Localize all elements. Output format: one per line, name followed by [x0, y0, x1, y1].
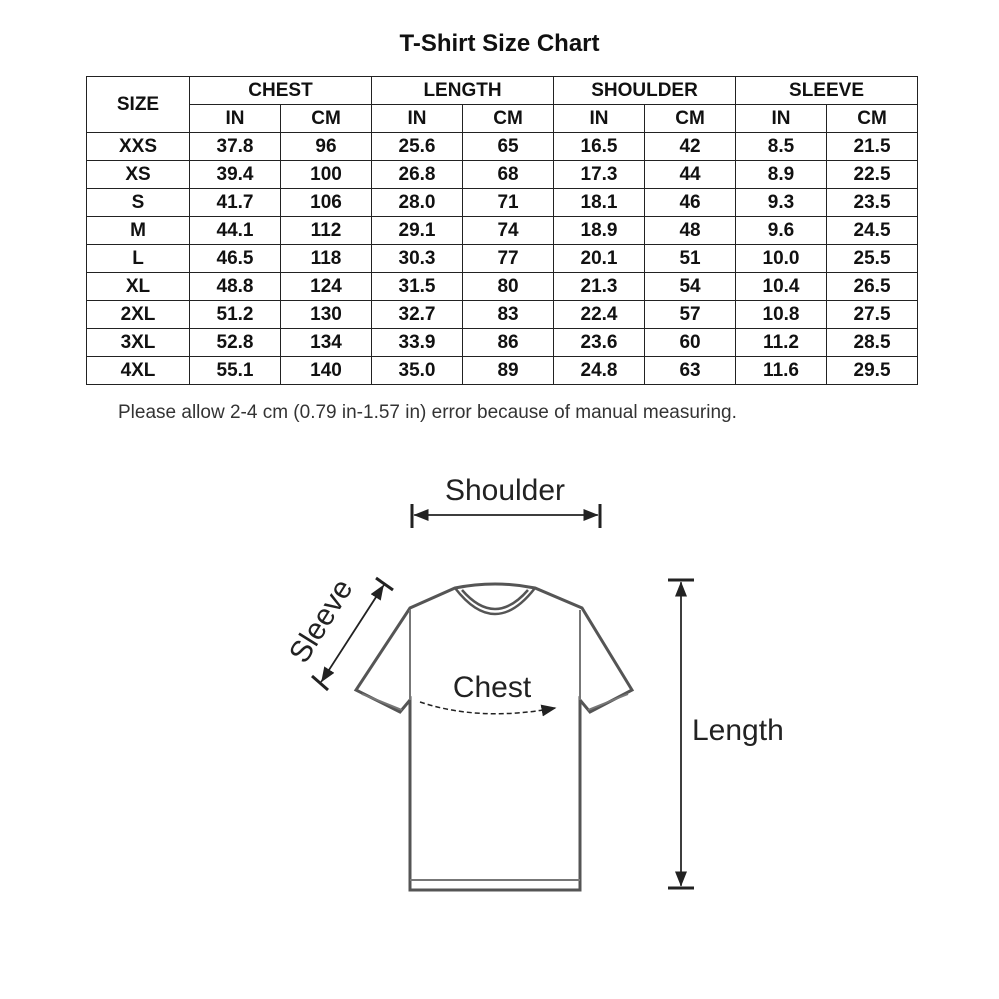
value-cell: 48.8 [189, 272, 281, 301]
value-cell: 9.3 [735, 188, 828, 217]
value-cell: 24.8 [553, 356, 646, 385]
value-cell: 46.5 [189, 244, 281, 273]
value-cell: 96 [280, 132, 372, 161]
tshirt-outline [353, 582, 635, 892]
table-row: XXS 37.8 96 25.6 65 16.5 42 8.5 21.5 [86, 132, 919, 161]
value-cell: 21.5 [826, 132, 919, 161]
value-cell: 65 [461, 132, 555, 161]
value-cell: 140 [280, 356, 372, 385]
size-cell: XS [86, 160, 190, 189]
unit-header: IN [189, 104, 281, 133]
table-row: L 46.5 118 30.3 77 20.1 51 10.0 25.5 [86, 244, 919, 273]
value-cell: 106 [280, 188, 372, 217]
sleeve-label: Sleeve [283, 573, 360, 668]
unit-header: CM [280, 104, 372, 133]
value-cell: 26.5 [826, 272, 919, 301]
group-header: LENGTH [370, 76, 555, 105]
value-cell: 25.5 [826, 244, 919, 273]
value-cell: 74 [461, 216, 555, 245]
shoulder-arrow [410, 504, 602, 528]
unit-header: CM [644, 104, 737, 133]
size-cell: XL [86, 272, 190, 301]
size-cell: 4XL [86, 356, 190, 385]
length-arrow [668, 578, 694, 890]
unit-header: CM [461, 104, 555, 133]
value-cell: 20.1 [553, 244, 646, 273]
table-row: XL 48.8 124 31.5 80 21.3 54 10.4 26.5 [86, 272, 919, 301]
value-cell: 21.3 [553, 272, 646, 301]
table-row: S 41.7 106 28.0 71 18.1 46 9.3 23.5 [86, 188, 919, 217]
size-cell: M [86, 216, 190, 245]
value-cell: 24.5 [826, 216, 919, 245]
value-cell: 51.2 [189, 300, 281, 329]
value-cell: 83 [461, 300, 555, 329]
page-title: T-Shirt Size Chart [399, 30, 600, 57]
tshirt-collar [454, 587, 536, 616]
value-cell: 60 [644, 328, 737, 357]
unit-header: CM [826, 104, 919, 133]
sleeve-arrow [311, 576, 394, 692]
value-cell: 130 [280, 300, 372, 329]
value-cell: 17.3 [553, 160, 646, 189]
value-cell: 57 [644, 300, 737, 329]
value-cell: 9.6 [735, 216, 828, 245]
value-cell: 11.6 [735, 356, 828, 385]
value-cell: 23.6 [553, 328, 646, 357]
size-table: SIZE CHEST LENGTH SHOULDER SLEEVE IN CM IN… [86, 76, 919, 385]
value-cell: 89 [461, 356, 555, 385]
value-cell: 28.0 [371, 188, 463, 217]
value-cell: 71 [461, 188, 555, 217]
value-cell: 28.5 [826, 328, 919, 357]
value-cell: 77 [461, 244, 555, 273]
value-cell: 42 [644, 132, 737, 161]
value-cell: 68 [461, 160, 555, 189]
value-cell: 124 [280, 272, 372, 301]
value-cell: 10.8 [735, 300, 828, 329]
chest-label: Chest [453, 671, 532, 704]
value-cell: 29.5 [826, 356, 919, 385]
value-cell: 35.0 [371, 356, 463, 385]
chest-arrow [419, 701, 557, 717]
value-cell: 30.3 [371, 244, 463, 273]
measurement-note: Please allow 2-4 cm (0.79 in-1.57 in) er… [118, 402, 737, 423]
value-cell: 63 [644, 356, 737, 385]
value-cell: 10.0 [735, 244, 828, 273]
shoulder-label: Shoulder [445, 474, 565, 507]
table-row: 2XL 51.2 130 32.7 83 22.4 57 10.8 27.5 [86, 300, 919, 329]
unit-header: IN [735, 104, 828, 133]
table-row: 3XL 52.8 134 33.9 86 23.6 60 11.2 28.5 [86, 328, 919, 357]
value-cell: 86 [461, 328, 555, 357]
value-cell: 22.4 [553, 300, 646, 329]
value-cell: 118 [280, 244, 372, 273]
value-cell: 55.1 [189, 356, 281, 385]
table-row: 4XL 55.1 140 35.0 89 24.8 63 11.6 29.5 [86, 356, 919, 385]
value-cell: 10.4 [735, 272, 828, 301]
group-header: CHEST [189, 76, 372, 105]
value-cell: 44 [644, 160, 737, 189]
value-cell: 27.5 [826, 300, 919, 329]
length-label: Length [692, 714, 784, 747]
value-cell: 25.6 [371, 132, 463, 161]
size-header: SIZE [86, 76, 190, 133]
value-cell: 29.1 [371, 216, 463, 245]
value-cell: 54 [644, 272, 737, 301]
unit-header: IN [553, 104, 646, 133]
value-cell: 33.9 [371, 328, 463, 357]
value-cell: 23.5 [826, 188, 919, 217]
value-cell: 22.5 [826, 160, 919, 189]
group-header: SLEEVE [735, 76, 919, 105]
